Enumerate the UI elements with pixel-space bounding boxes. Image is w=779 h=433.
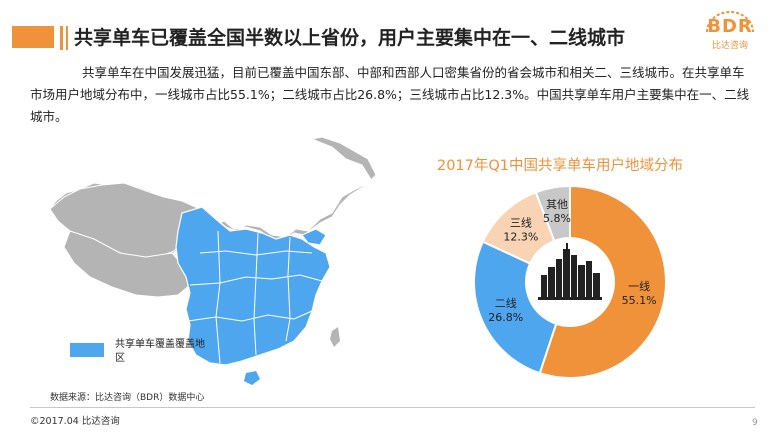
legend-covered-swatch [70,343,104,357]
intro-paragraph: 共享单车在中国发展迅猛，目前已覆盖中国东部、中部和西部人口密集省份的省会城市和相… [30,62,750,128]
map-taiwan-island [330,327,340,347]
footer-copyright: ©2017.04 比达咨询 [30,416,120,427]
header-divider [60,26,63,50]
slice-value-label: 55.1% [622,294,657,307]
slice-value-label: 12.3% [503,230,538,243]
data-source-note: 数据来源：比达咨询（BDR）数据中心 [50,393,205,403]
slice-value-label: 5.8% [543,212,571,225]
map-province-borders [187,230,323,364]
legend-covered-label: 共享单车覆盖覆盖地区 [115,339,205,364]
header-divider-thin [66,26,68,50]
footer-divider [30,407,755,408]
logo-text: BDR [707,16,753,37]
intro-text: 共享单车在中国发展迅猛，目前已覆盖中国东部、中部和西部人口密集省份的省会城市和相… [30,65,750,124]
map-covered-region [175,206,331,366]
slice-category-label: 一线 [628,279,650,293]
header-accent-bar [12,26,54,48]
page-number: 9 [752,418,758,428]
map-legend: 共享单车覆盖覆盖地区 [70,338,210,368]
slice-category-label: 二线 [495,296,517,310]
bdr-logo: BDR 比达咨询 [699,10,761,51]
slice-category-label: 其他 [546,198,568,211]
map-covered-northeast [301,228,327,246]
slide-header: 共享单车已覆盖全国半数以上省份，用户主要集中在一、二线城市 [0,10,779,58]
map-hainan-island [244,371,260,385]
map-tibet-region [63,230,191,298]
city-skyline-icon [538,243,602,300]
logo-subtext: 比达咨询 [711,41,748,51]
chart-title: 2017年Q1中国共享单车用户地域分布 [436,158,684,174]
slice-value-label: 26.8% [488,311,523,324]
china-coverage-map [50,136,377,385]
slide-title: 共享单车已覆盖全国半数以上省份，用户主要集中在一、二线城市 [74,27,626,49]
donut-slices [473,184,667,379]
slice-category-label: 三线 [510,215,532,229]
